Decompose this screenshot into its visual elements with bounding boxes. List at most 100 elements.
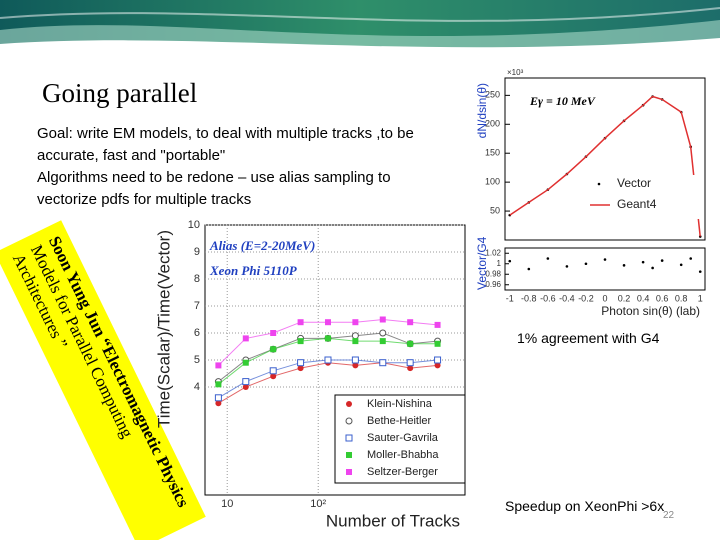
point (270, 346, 277, 353)
y-axis-label: Time(Scalar)/Time(Vector) (154, 230, 173, 428)
point (379, 316, 386, 323)
y-tick-label: 10 (188, 219, 200, 231)
y-tick-label: 4 (194, 381, 200, 393)
point (651, 266, 654, 270)
x-tick-label: 0.6 (656, 293, 669, 303)
point (679, 263, 683, 267)
point (379, 329, 387, 337)
caption: 1% agreement with G4 (517, 330, 660, 346)
series-line (509, 95, 701, 237)
point (352, 362, 359, 369)
point (641, 260, 645, 264)
point (622, 264, 626, 267)
legend-swatch (597, 182, 601, 186)
y-tick-label: 100 (485, 177, 500, 187)
point (324, 319, 331, 326)
x-tick-label: 0.2 (618, 293, 631, 303)
point (434, 321, 441, 328)
point (527, 267, 531, 271)
x-tick-label: 0 (602, 293, 607, 303)
point (351, 356, 359, 364)
point (352, 319, 359, 326)
chart: 50 100 150 200 250 -1 -0.8 -0.6 -0.4 -0.2 0 0.2 0.4 0… (475, 68, 706, 318)
point (434, 340, 441, 347)
x-tick-label: 10² (310, 498, 326, 510)
body-line: vectorize pdfs for multiple tracks (37, 191, 252, 208)
point (352, 338, 359, 345)
legend-label: Klein-Nishina (367, 398, 433, 410)
caption: Speedup on XeonPhi >6x (505, 498, 665, 514)
y-tick-label: 0.96 (485, 280, 501, 289)
point (270, 330, 277, 336)
x-tick-label: -0.4 (559, 293, 575, 303)
point (297, 338, 304, 345)
point (660, 259, 664, 262)
point (215, 400, 222, 407)
legend-swatch (346, 452, 352, 458)
body-line: Goal: write EM models, to deal with mult… (37, 125, 414, 142)
legend-swatch (345, 434, 353, 442)
point (215, 381, 222, 388)
y-axis-label: dN/dsin(θ) (475, 83, 489, 138)
legend-label: Sauter-Gavrila (367, 432, 439, 444)
point (351, 332, 359, 340)
point (297, 319, 304, 326)
legend-label: Geant4 (617, 197, 657, 211)
y-tick-label: 5 (194, 354, 200, 366)
point (297, 359, 305, 367)
x-tick-label: -0.8 (521, 293, 537, 303)
point (565, 265, 569, 268)
y-tick-label: 9 (194, 246, 200, 258)
annotation: Eγ = 10 MeV (529, 94, 596, 108)
point (297, 365, 304, 372)
y-tick-label: 150 (485, 148, 500, 158)
x-tick-label: 1 (698, 293, 703, 303)
point (546, 257, 550, 260)
point (242, 335, 249, 342)
annotation: Alias (E=2-20MeV) (209, 238, 315, 253)
point (379, 338, 386, 345)
y-tick-label: 1 (497, 259, 502, 268)
x-tick-label: -0.2 (578, 293, 594, 303)
x-tick-label: 0.4 (637, 293, 650, 303)
x-tick-label: 0.8 (675, 293, 688, 303)
y-tick-label: 50 (490, 205, 500, 215)
body-line: Algorithms need to be redone – use alias… (37, 169, 391, 186)
legend-label: Moller-Bhabha (367, 449, 439, 461)
point (406, 359, 414, 367)
point (269, 367, 277, 375)
legend-label: Seltzer-Berger (367, 466, 438, 478)
point (324, 356, 332, 364)
point (698, 270, 702, 273)
y-tick-label: 200 (485, 119, 500, 129)
point (242, 359, 249, 366)
callout: Soon Yung Jun “Electromagnetic PhysicsMo… (0, 220, 206, 540)
y-tick-label: 0.98 (485, 269, 501, 278)
point (407, 365, 414, 372)
point (434, 362, 441, 369)
ratio-axis-label: Vector/G4 (475, 236, 489, 290)
slide-title: Going parallel (42, 78, 198, 108)
point (603, 258, 607, 261)
legend-box (585, 175, 700, 219)
legend-label: Bethe-Heitler (367, 415, 432, 427)
point (689, 257, 693, 260)
y-tick-label: 7 (194, 300, 200, 312)
banner (0, 0, 720, 60)
point (242, 384, 249, 390)
y-tick-label: 1.02 (485, 248, 501, 257)
body-line: accurate, fast and "portable" (37, 147, 226, 164)
legend-swatch (346, 469, 352, 475)
point (508, 259, 512, 263)
legend-swatch (345, 417, 353, 425)
legend-label: Vector (617, 176, 651, 190)
point (379, 359, 387, 367)
point (214, 394, 222, 402)
point (407, 319, 414, 326)
point (434, 356, 442, 364)
y-multiplier: ×10³ (507, 68, 524, 77)
